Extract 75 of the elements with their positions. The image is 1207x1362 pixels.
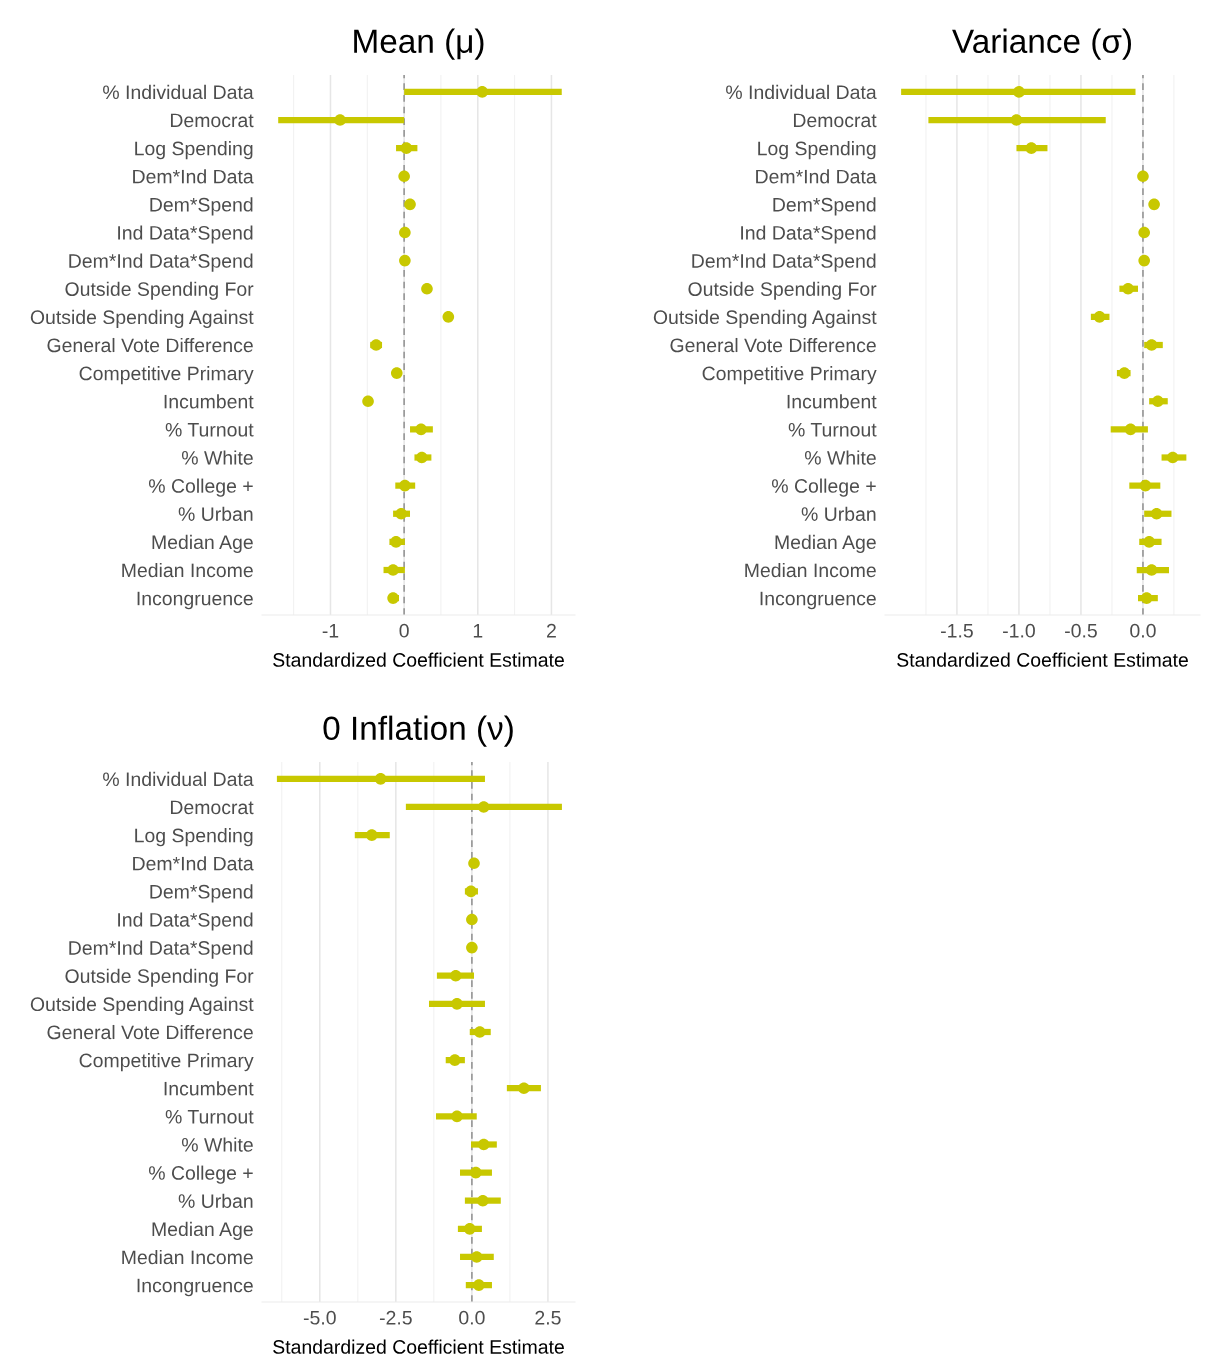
- y-tick-label: Incongruence: [137, 591, 253, 610]
- y-tick-label: Dem*Ind Data*Spend: [692, 253, 876, 272]
- y-tick-label: Dem*Spend: [150, 197, 253, 216]
- y-tick-label: Incumbent: [164, 1081, 254, 1096]
- x-tick-label: -1.0: [1003, 623, 1035, 638]
- y-tick-label: Dem*Ind Data: [756, 169, 877, 184]
- y-tick-label: Log Spending: [758, 141, 876, 160]
- y-tick-label: Dem*Ind Data*Spend: [69, 253, 253, 272]
- x-tick-label: 2.5: [535, 1310, 561, 1325]
- y-tick-label: General Vote Difference: [670, 337, 876, 353]
- y-tick-label: % College +: [148, 1165, 253, 1184]
- y-tick-label: General Vote Difference: [47, 337, 253, 353]
- y-tick-label: Democrat: [793, 113, 877, 128]
- y-tick-label: Median Income: [745, 562, 876, 578]
- y-tick-label: % Turnout: [165, 1109, 254, 1124]
- x-tick-label: -1: [322, 624, 339, 638]
- x-tick-label: 2: [547, 623, 556, 638]
- y-tick-label: % Urban: [801, 506, 876, 521]
- y-tick-label: Outside Spending Against: [30, 309, 254, 328]
- y-tick-label: Outside Spending Against: [30, 996, 254, 1015]
- y-tick-label: Median Income: [122, 562, 253, 578]
- y-tick-label: Incongruence: [760, 591, 876, 610]
- y-tick-label: % Turnout: [165, 422, 254, 437]
- y-tick-label: % Individual Data: [726, 84, 877, 100]
- y-tick-label: Outside Spending For: [65, 968, 254, 987]
- x-axis-title: Standardized Coefficient Estimate: [897, 652, 1188, 667]
- y-tick-label: Dem*Ind Data*Spend: [69, 940, 253, 959]
- y-tick-label: Competitive Primary: [79, 1053, 254, 1072]
- x-tick-label: -2.5: [379, 1310, 412, 1325]
- x-tick-label: -5.0: [303, 1310, 336, 1325]
- y-tick-label: % Turnout: [788, 422, 877, 437]
- x-tick-label: 0: [399, 623, 409, 638]
- y-tick-label: Dem*Ind Data: [133, 169, 254, 184]
- y-tick-label: % Individual Data: [103, 84, 254, 100]
- y-tick-label: Log Spending: [135, 828, 253, 847]
- y-tick-label: Median Income: [122, 1249, 253, 1265]
- y-tick-label: Ind Data*Spend: [118, 225, 253, 244]
- x-tick-label: -0.5: [1065, 623, 1097, 638]
- y-tick-label: % Urban: [178, 1193, 253, 1208]
- x-tick-label: 1: [473, 624, 483, 638]
- y-tick-label: % College +: [771, 478, 876, 497]
- chart-title: Mean (μ): [354, 28, 484, 60]
- y-tick-label: Competitive Primary: [79, 366, 254, 385]
- x-axis-title: Standardized Coefficient Estimate: [273, 1339, 564, 1354]
- y-tick-label: % Urban: [178, 506, 253, 521]
- y-tick-label: Median Age: [152, 534, 253, 553]
- y-tick-label: Incumbent: [164, 394, 254, 409]
- y-tick-label: Dem*Spend: [773, 197, 876, 216]
- y-tick-label: Median Age: [775, 534, 876, 553]
- x-tick-label: 0.0: [459, 1310, 485, 1325]
- y-tick-label: Outside Spending For: [65, 281, 254, 300]
- y-tick-label: Log Spending: [135, 141, 253, 160]
- y-tick-label: Dem*Ind Data: [133, 856, 254, 871]
- y-tick-label: Outside Spending For: [688, 281, 877, 300]
- y-tick-label: % White: [181, 1137, 253, 1152]
- y-tick-label: Democrat: [170, 113, 254, 128]
- y-tick-label: Democrat: [170, 800, 254, 815]
- y-tick-label: Incumbent: [787, 394, 877, 409]
- y-tick-label: % Individual Data: [103, 771, 254, 787]
- y-tick-label: Ind Data*Spend: [741, 225, 876, 244]
- y-tick-label: Median Age: [152, 1221, 253, 1240]
- x-tick-label: 0.0: [1130, 623, 1156, 638]
- y-tick-label: % White: [181, 450, 253, 465]
- y-tick-label: General Vote Difference: [47, 1024, 253, 1040]
- y-tick-label: Incongruence: [137, 1278, 253, 1297]
- y-tick-label: Dem*Spend: [150, 884, 253, 903]
- chart-title: Variance (σ): [952, 28, 1131, 60]
- y-tick-label: Outside Spending Against: [653, 309, 877, 328]
- x-tick-label: -1.5: [941, 624, 973, 638]
- y-tick-label: % White: [804, 450, 876, 465]
- chart-title: 0 Inflation (ν): [323, 715, 513, 747]
- y-tick-label: Ind Data*Spend: [118, 912, 253, 931]
- y-tick-label: Competitive Primary: [702, 366, 877, 385]
- y-tick-label: % College +: [148, 478, 253, 497]
- x-axis-title: Standardized Coefficient Estimate: [273, 652, 564, 667]
